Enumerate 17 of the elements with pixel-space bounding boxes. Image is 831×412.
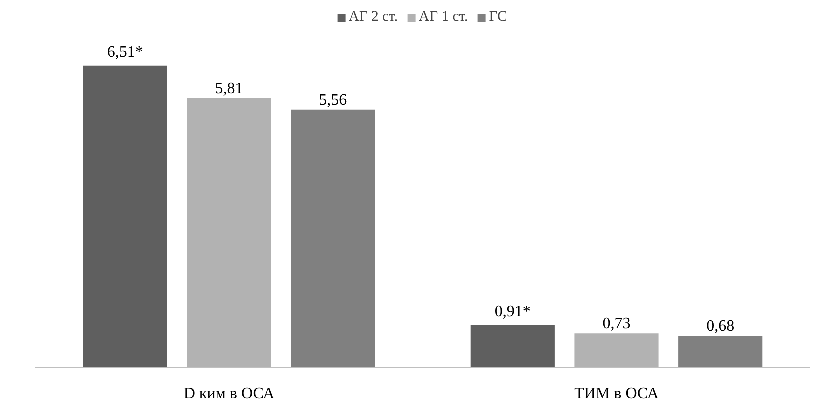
- data-label: 0,73: [602, 316, 631, 333]
- legend-label: АГ 2 ст.: [348, 9, 398, 26]
- data-label: 6,51*: [107, 44, 144, 61]
- x-tick-label: ТИМ в ОСА: [574, 386, 660, 402]
- legend-label: ГС: [489, 9, 508, 26]
- bar: [83, 66, 168, 368]
- bar: [291, 110, 376, 368]
- data-label: 5,81: [215, 80, 244, 98]
- legend-label: АГ 1 ст.: [419, 9, 468, 26]
- bar: [574, 334, 659, 368]
- bar: [187, 98, 272, 368]
- bar: [678, 336, 763, 368]
- data-label: 0,91*: [494, 303, 531, 320]
- x-tick-label: D ким в ОСА: [184, 386, 276, 402]
- data-label: 0,68: [706, 318, 735, 335]
- bar: [470, 325, 555, 368]
- data-label: 5,56: [319, 92, 348, 109]
